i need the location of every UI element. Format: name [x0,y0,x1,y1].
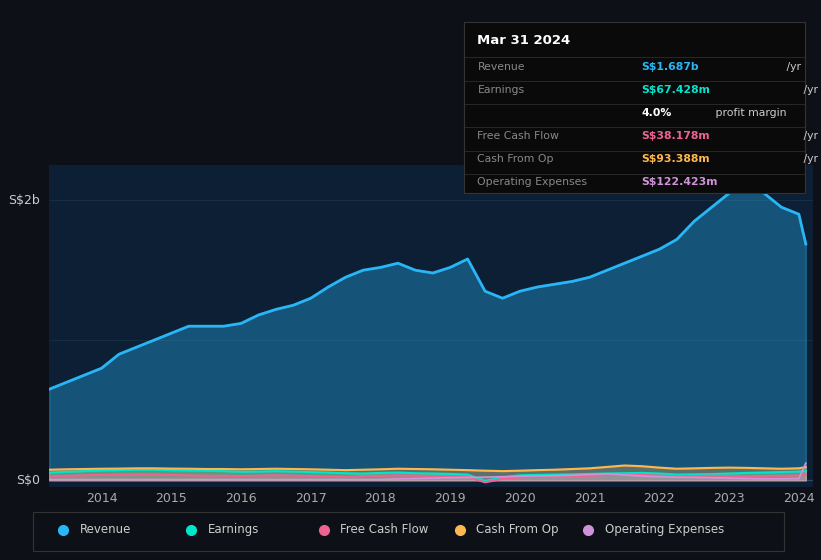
Text: Operating Expenses: Operating Expenses [478,177,588,187]
Text: Cash From Op: Cash From Op [476,523,559,536]
Text: Earnings: Earnings [478,85,525,95]
Text: Mar 31 2024: Mar 31 2024 [478,34,571,48]
Text: profit margin: profit margin [712,108,787,118]
Text: Revenue: Revenue [80,523,131,536]
Text: /yr: /yr [800,131,819,141]
Text: /yr: /yr [800,154,819,164]
Text: Free Cash Flow: Free Cash Flow [478,131,559,141]
Text: /yr: /yr [819,177,821,187]
Text: 4.0%: 4.0% [641,108,672,118]
Text: S$0: S$0 [16,474,40,487]
Text: S$2b: S$2b [8,194,40,207]
Text: Earnings: Earnings [208,523,259,536]
Text: Revenue: Revenue [478,62,525,72]
Text: Operating Expenses: Operating Expenses [604,523,724,536]
Text: S$1.687b: S$1.687b [641,62,699,72]
Text: S$93.388m: S$93.388m [641,154,709,164]
Text: Free Cash Flow: Free Cash Flow [340,523,429,536]
Text: S$67.428m: S$67.428m [641,85,710,95]
Text: /yr: /yr [800,85,819,95]
Text: S$122.423m: S$122.423m [641,177,718,187]
Text: /yr: /yr [782,62,800,72]
Text: S$38.178m: S$38.178m [641,131,709,141]
Text: Cash From Op: Cash From Op [478,154,554,164]
